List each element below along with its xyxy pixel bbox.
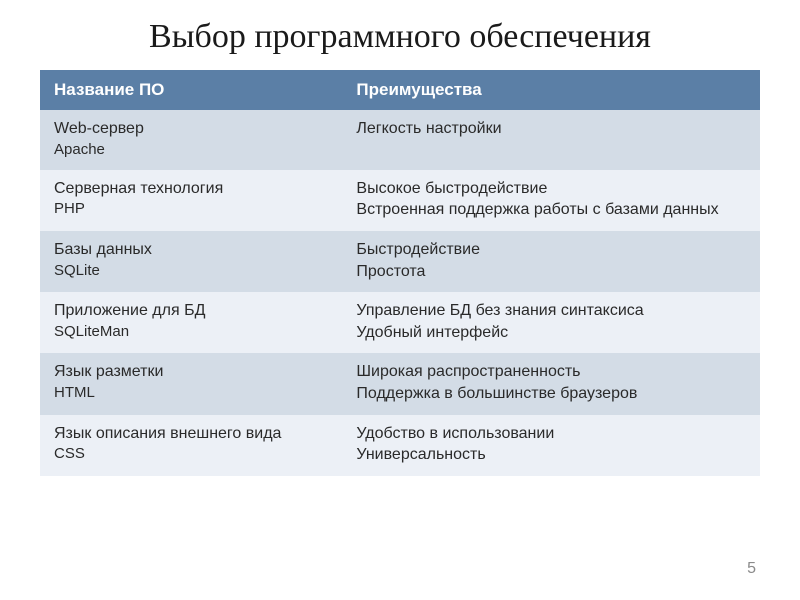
table-row: Приложение для БДSQLiteManУправление БД … — [40, 292, 760, 353]
col-header-name: Название ПО — [40, 70, 342, 110]
software-category: Язык разметки — [54, 361, 328, 383]
cell-name: Приложение для БДSQLiteMan — [40, 292, 342, 353]
cell-advantages: Легкость настройки — [342, 110, 760, 170]
table-row: Базы данныхSQLiteБыстродействиеПростота — [40, 231, 760, 292]
table-row: Язык описания внешнего видаCSSУдобство в… — [40, 415, 760, 476]
software-name: SQLite — [54, 261, 328, 281]
advantage-line: Высокое быстродействие — [356, 178, 746, 200]
advantage-line: Универсальность — [356, 444, 746, 466]
cell-advantages: Управление БД без знания синтаксисаУдобн… — [342, 292, 760, 353]
cell-name: Базы данныхSQLite — [40, 231, 342, 292]
cell-name: Язык разметкиHTML — [40, 353, 342, 414]
advantage-line: Управление БД без знания синтаксиса — [356, 300, 746, 322]
advantage-line: Удобство в использовании — [356, 423, 746, 445]
software-name: HTML — [54, 383, 328, 403]
advantage-line: Поддержка в большинстве браузеров — [356, 383, 746, 405]
software-category: Базы данных — [54, 239, 328, 261]
software-table: Название ПО Преимущества Web-серверApach… — [40, 70, 760, 476]
advantage-line: Удобный интерфейс — [356, 322, 746, 344]
table-row: Серверная технологияPHPВысокое быстродей… — [40, 170, 760, 231]
table-row: Язык разметкиHTMLШирокая распространенно… — [40, 353, 760, 414]
cell-name: Серверная технологияPHP — [40, 170, 342, 231]
table-row: Web-серверApache Легкость настройки — [40, 110, 760, 170]
advantage-line: Быстродействие — [356, 239, 746, 261]
table-header-row: Название ПО Преимущества — [40, 70, 760, 110]
advantage-line: Простота — [356, 261, 746, 283]
cell-advantages: БыстродействиеПростота — [342, 231, 760, 292]
cell-name: Язык описания внешнего видаCSS — [40, 415, 342, 476]
cell-advantages: Удобство в использованииУниверсальность — [342, 415, 760, 476]
cell-advantages: Высокое быстродействиеВстроенная поддерж… — [342, 170, 760, 231]
software-category: Web-сервер — [54, 118, 328, 140]
slide: Выбор программного обеспечения Название … — [0, 0, 800, 600]
software-name: CSS — [54, 444, 328, 464]
col-header-adv: Преимущества — [342, 70, 760, 110]
advantage-line: Встроенная поддержка работы с базами дан… — [356, 199, 746, 221]
table-body: Web-серверApache Легкость настройки Сервер… — [40, 110, 760, 476]
page-number: 5 — [747, 560, 756, 578]
software-category: Язык описания внешнего вида — [54, 423, 328, 445]
software-name: Apache — [54, 140, 328, 160]
cell-advantages: Широкая распространенностьПоддержка в бо… — [342, 353, 760, 414]
software-name: PHP — [54, 199, 328, 219]
page-title: Выбор программного обеспечения — [40, 18, 760, 56]
software-name: SQLiteMan — [54, 322, 328, 342]
cell-name: Web-серверApache — [40, 110, 342, 170]
software-category: Приложение для БД — [54, 300, 328, 322]
advantage-line: Легкость настройки — [356, 118, 746, 140]
advantage-line: Широкая распространенность — [356, 361, 746, 383]
software-category: Серверная технология — [54, 178, 328, 200]
